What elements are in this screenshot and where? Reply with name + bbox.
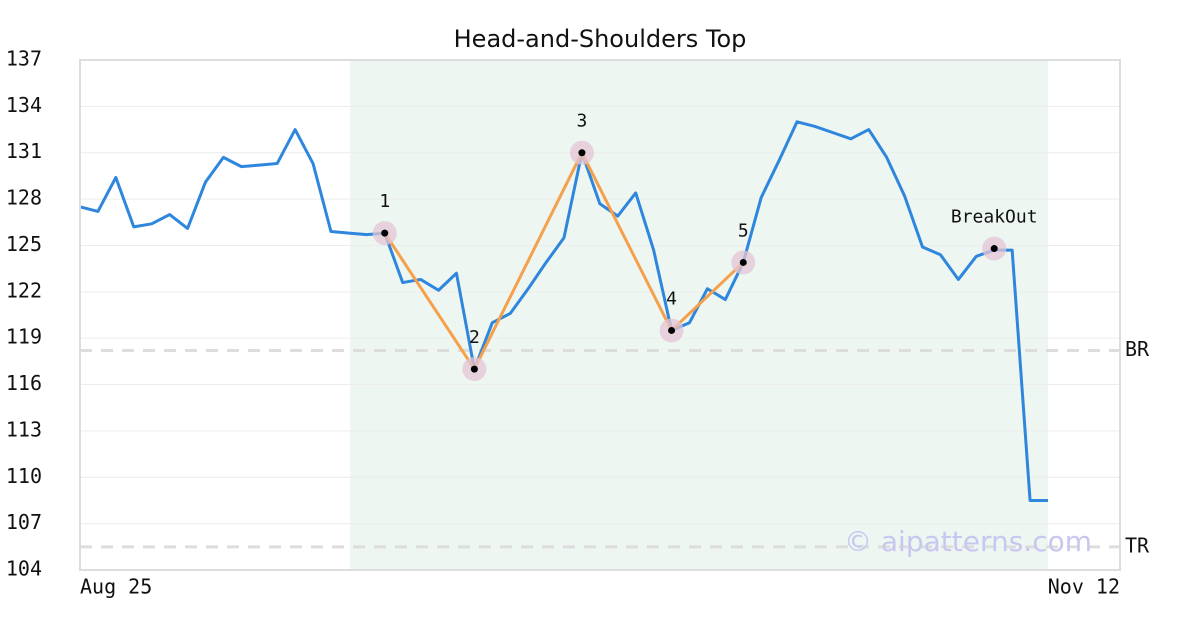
- pattern-line: [383, 232, 476, 370]
- y-tick-label: 131: [6, 139, 42, 163]
- y-tick-label: 113: [6, 417, 42, 441]
- marker-label: 1: [379, 191, 390, 212]
- y-tick-label: 128: [6, 186, 42, 210]
- y-tick-label: 119: [6, 325, 42, 349]
- y-tick-label: 125: [6, 232, 42, 256]
- x-tick-label: Nov 12: [1048, 575, 1120, 599]
- y-tick-label: 104: [6, 557, 42, 581]
- y-tick-label: 134: [6, 93, 42, 117]
- y-tick-label: 122: [6, 278, 42, 302]
- y-tick-label: 107: [6, 510, 42, 534]
- y-tick-label: 116: [6, 371, 42, 395]
- marker-label: 4: [666, 288, 677, 309]
- pattern-line: [473, 152, 584, 370]
- chart-title: Head-and-Shoulders Top: [454, 25, 747, 53]
- pattern-line: [670, 261, 745, 332]
- plot-frame: [79, 59, 1121, 571]
- y-tick-label: 137: [6, 47, 42, 71]
- level-label: TR: [1125, 533, 1150, 557]
- marker-dot: [578, 149, 586, 157]
- pattern-line: [580, 152, 673, 332]
- pattern-region: [350, 60, 1048, 570]
- marker-dot: [739, 258, 747, 266]
- y-tick-label: 110: [6, 464, 42, 488]
- marker-dot: [470, 365, 478, 373]
- marker-label: 2: [469, 327, 480, 348]
- marker-label: 3: [577, 111, 588, 132]
- level-label: BR: [1125, 337, 1150, 361]
- marker-dot: [668, 326, 676, 334]
- marker-label: 5: [738, 220, 749, 241]
- price-line: [79, 120, 1048, 502]
- marker-label: BreakOut: [951, 207, 1038, 228]
- marker-dot: [381, 229, 389, 237]
- x-tick-label: Aug 25: [80, 575, 152, 599]
- watermark: © aipatterns.com: [844, 525, 1092, 558]
- marker-dot: [990, 245, 998, 253]
